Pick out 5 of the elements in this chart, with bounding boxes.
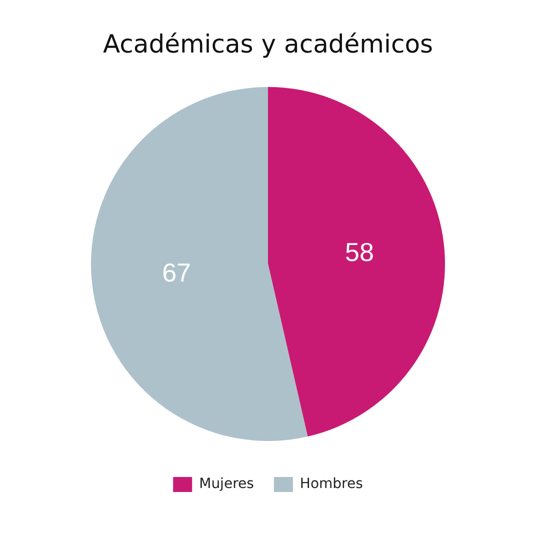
data-label: 58 [344,236,374,267]
chart-title: Académicas y académicos [102,30,434,58]
legend-label: Mujeres [199,476,254,492]
legend-label: Hombres [300,476,363,492]
data-label: 67 [162,258,192,288]
